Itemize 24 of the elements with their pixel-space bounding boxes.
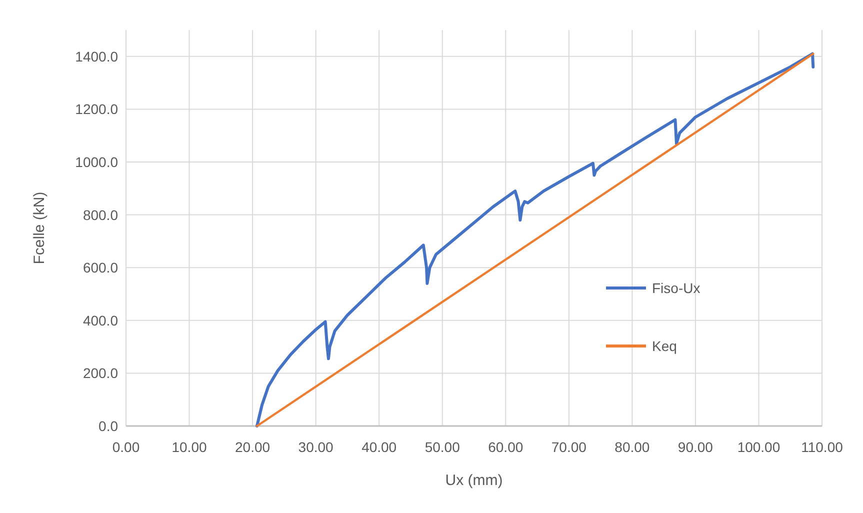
x-tick-label: 10.00 (172, 439, 207, 455)
x-tick-label: 30.00 (298, 439, 334, 455)
x-tick-label: 90.00 (678, 439, 714, 455)
y-tick-label: 0.0 (98, 418, 118, 434)
y-tick-label: 200.0 (82, 365, 118, 382)
x-tick-label: 20.00 (235, 439, 270, 455)
y-tick-label: 600.0 (82, 260, 118, 276)
y-axis-title: Fcelle (kN) (31, 192, 48, 264)
x-tick-label: 0.00 (112, 439, 140, 455)
legend-label: Fiso-Ux (652, 280, 700, 296)
y-tick-label: 1000.0 (75, 154, 118, 170)
legend-label: Keq (652, 338, 677, 354)
x-tick-label: 70.00 (551, 439, 587, 455)
x-tick-label: 100.00 (737, 439, 780, 455)
x-tick-label: 80.00 (614, 439, 650, 455)
y-tick-label: 400.0 (82, 312, 118, 328)
x-tick-label: 40.00 (362, 439, 397, 455)
x-tick-label: 60.00 (488, 439, 524, 455)
y-tick-label: 1400.0 (75, 48, 118, 64)
y-tick-label: 800.0 (82, 206, 118, 223)
x-tick-label: 50.00 (424, 439, 460, 455)
x-axis-title: Ux (mm) (445, 472, 503, 489)
x-tick-label: 110.00 (801, 439, 844, 455)
y-tick-label: 1200.0 (75, 101, 118, 118)
